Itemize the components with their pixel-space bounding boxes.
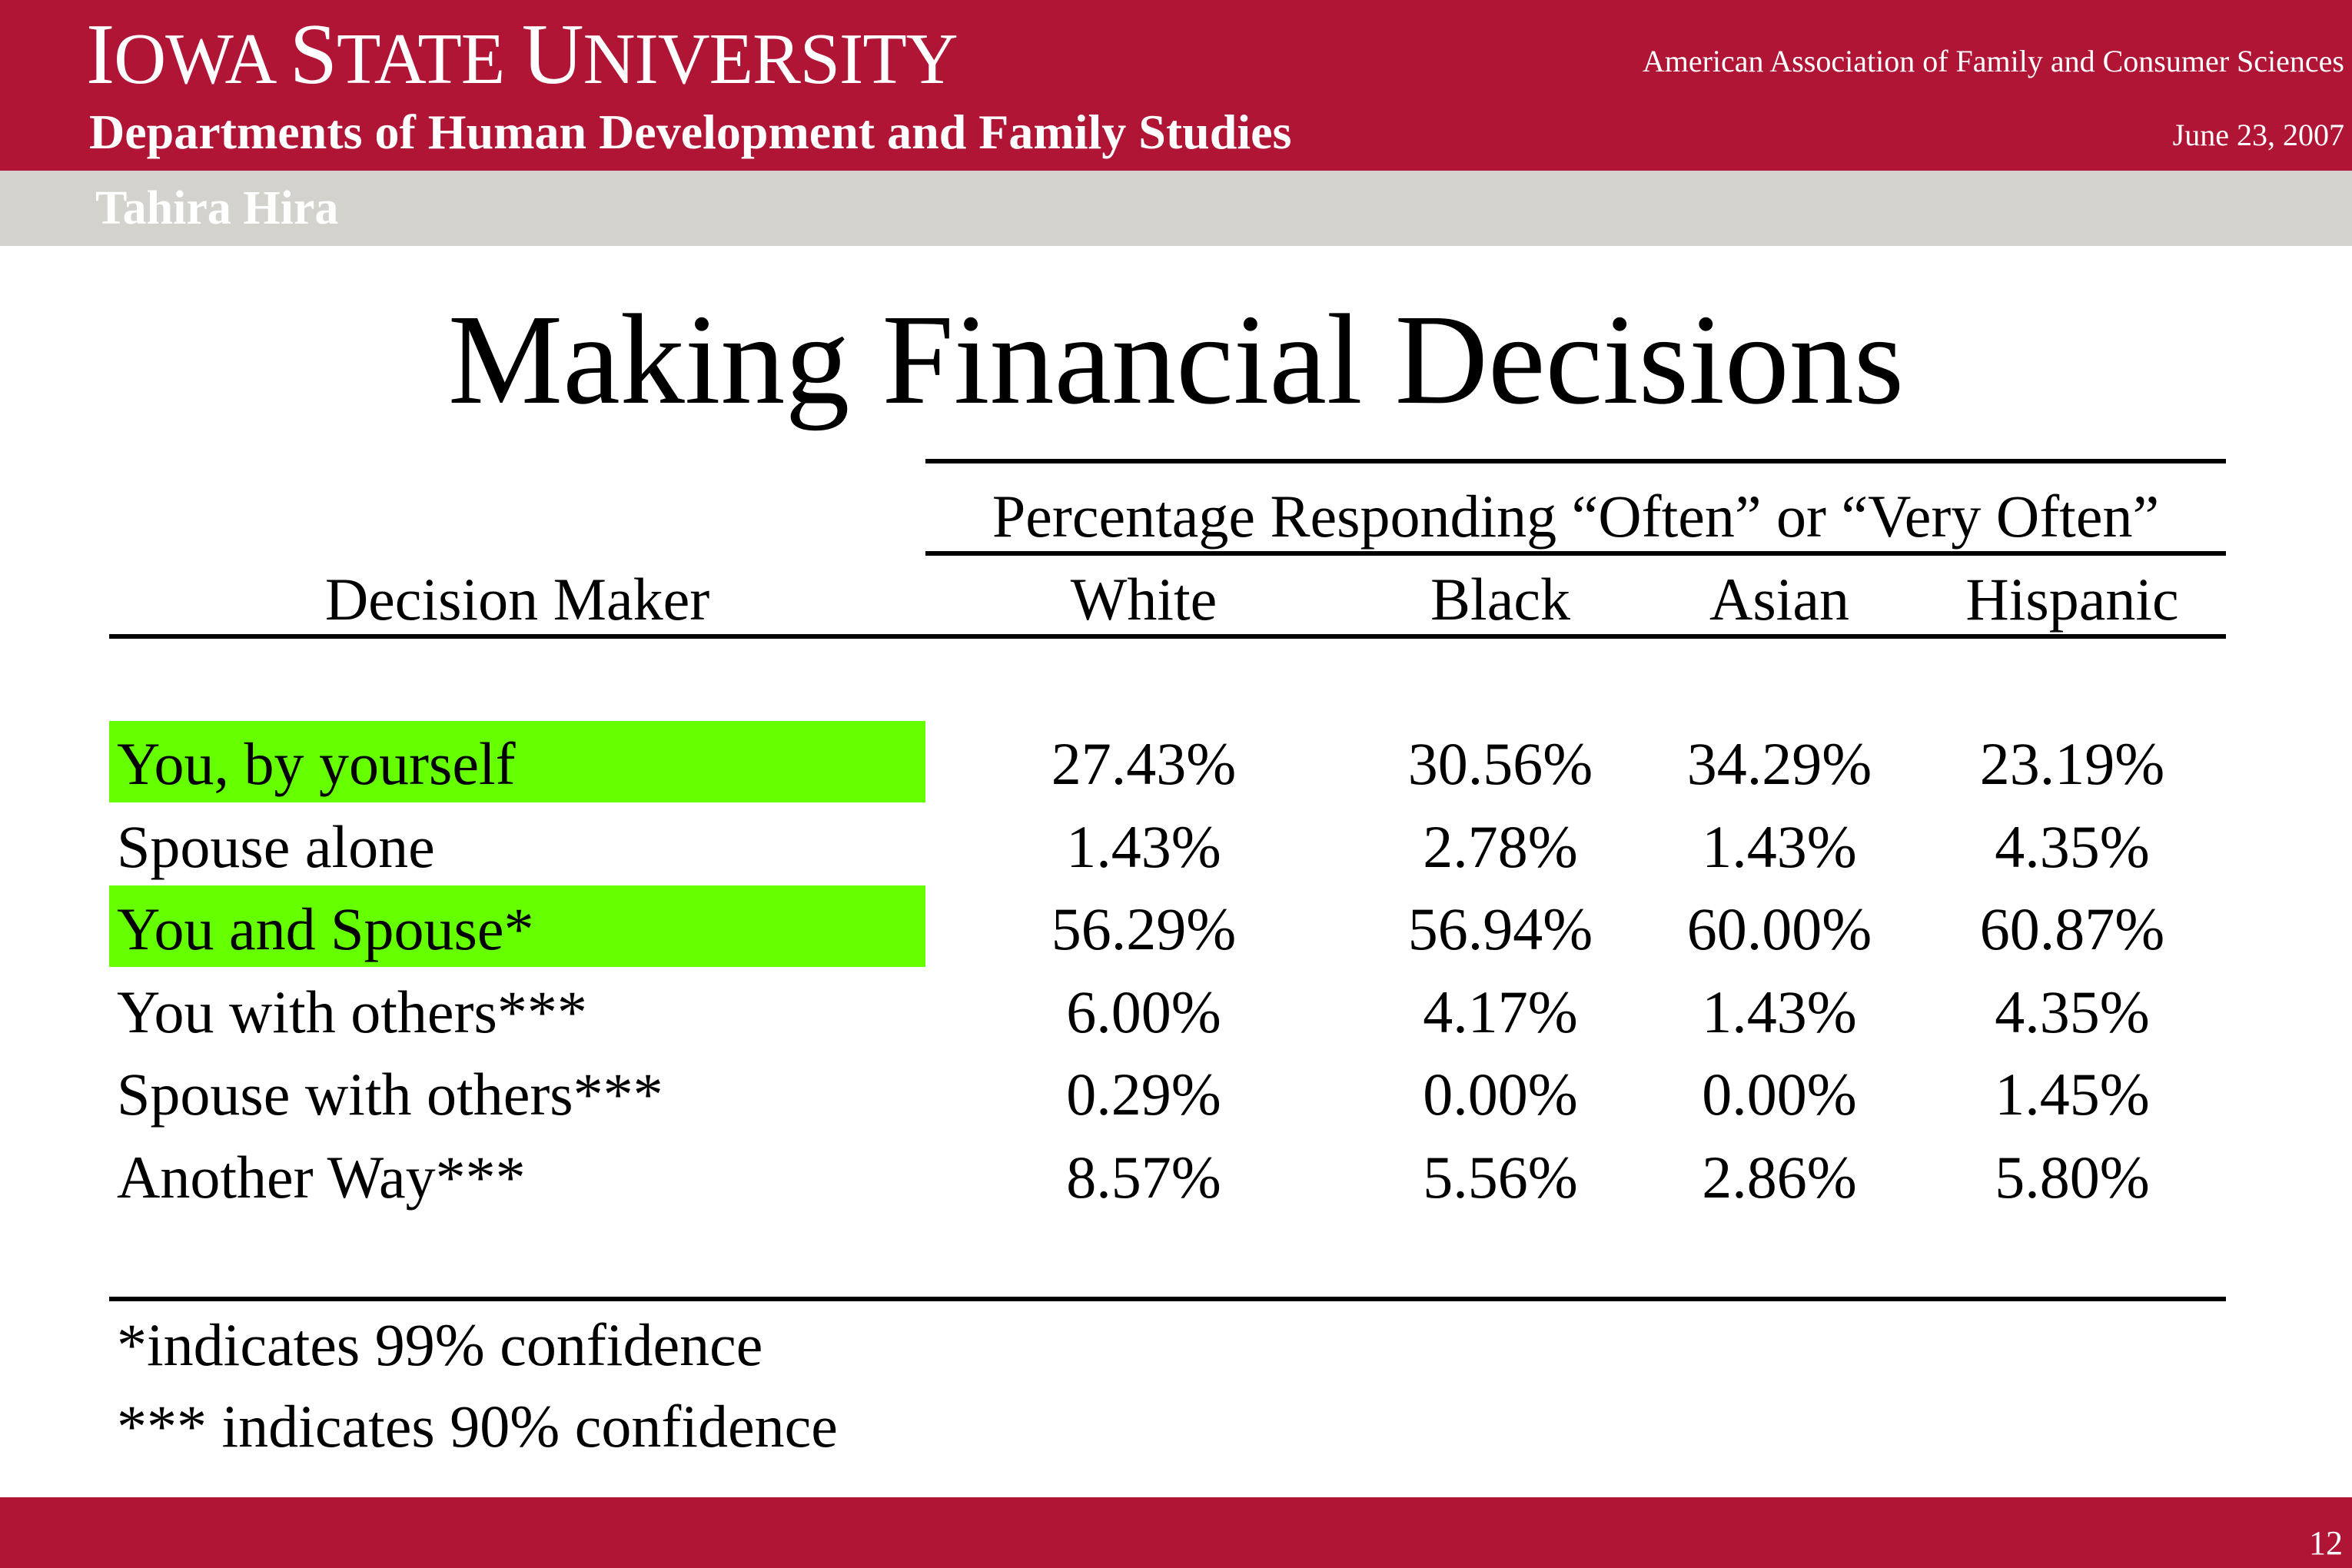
- cell-hispanic: 4.35%: [1995, 813, 2150, 880]
- presentation-date: June 23, 2007: [2172, 118, 2344, 152]
- cell-hispanic: 1.45%: [1995, 1061, 2150, 1128]
- cell-asian: 1.43%: [1702, 978, 1857, 1045]
- cell-white: 0.29%: [1066, 1061, 1221, 1128]
- row-label: Another Way***: [117, 1144, 526, 1211]
- header-bottom-rule: [109, 634, 2226, 639]
- row-header-decision-maker: Decision Maker: [324, 566, 710, 633]
- logotype-initial: I: [86, 7, 115, 102]
- row-label: You, by yourself: [117, 730, 516, 797]
- author-name: Tahira Hira: [95, 182, 339, 234]
- logotype-initial: U: [521, 7, 584, 102]
- logotype-text: NIVERSITY: [583, 19, 958, 99]
- row-label: Spouse alone: [117, 813, 435, 880]
- author-bar: Tahira Hira: [0, 171, 2352, 246]
- conference-name: American Association of Family and Consu…: [1642, 44, 2344, 78]
- university-logotype: IOWA STATE UNIVERSITY: [86, 9, 958, 105]
- table-top-rule: [925, 459, 2226, 463]
- department-name: Departments of Human Development and Fam…: [89, 105, 1292, 159]
- row-label: You and Spouse*: [117, 895, 534, 962]
- table-bottom-rule: [109, 1297, 2226, 1301]
- cell-hispanic: 5.80%: [1995, 1144, 2150, 1211]
- cell-hispanic: 60.87%: [1979, 895, 2165, 962]
- cell-asian: 1.43%: [1702, 813, 1857, 880]
- row-highlight-you-and-spouse: [109, 885, 925, 967]
- column-header-black: Black: [1430, 566, 1570, 633]
- cell-black: 0.00%: [1423, 1061, 1578, 1128]
- logotype-initial: S: [289, 7, 337, 102]
- cell-hispanic: 23.19%: [1979, 730, 2165, 797]
- cell-black: 56.94%: [1407, 895, 1593, 962]
- cell-white: 8.57%: [1066, 1144, 1221, 1211]
- cell-hispanic: 4.35%: [1995, 978, 2150, 1045]
- cell-white: 56.29%: [1051, 895, 1237, 962]
- cell-black: 4.17%: [1423, 978, 1578, 1045]
- cell-asian: 0.00%: [1702, 1061, 1857, 1128]
- logotype-text: OWA: [114, 19, 290, 99]
- cell-black: 5.56%: [1423, 1144, 1578, 1211]
- row-highlight-you-by-yourself: [109, 721, 925, 802]
- group-header: Percentage Responding “Often” or “Very O…: [992, 483, 2160, 550]
- page-number: 12: [2309, 1524, 2343, 1562]
- column-header-white: White: [1070, 566, 1218, 633]
- header-bar: IOWA STATE UNIVERSITY Departments of Hum…: [0, 0, 2352, 171]
- cell-asian: 2.86%: [1702, 1144, 1857, 1211]
- footnote-90-confidence: *** indicates 90% confidence: [117, 1393, 838, 1460]
- row-label: You with others***: [117, 978, 587, 1045]
- column-header-hispanic: Hispanic: [1965, 566, 2179, 633]
- cell-white: 6.00%: [1066, 978, 1221, 1045]
- footnote-99-confidence: *indicates 99% confidence: [117, 1311, 763, 1378]
- logotype-text: TATE: [336, 19, 522, 99]
- cell-white: 27.43%: [1051, 730, 1237, 797]
- cell-asian: 60.00%: [1686, 895, 1872, 962]
- cell-asian: 34.29%: [1686, 730, 1872, 797]
- column-header-asian: Asian: [1709, 566, 1849, 633]
- cell-white: 1.43%: [1066, 813, 1221, 880]
- row-label: Spouse with others***: [117, 1061, 663, 1128]
- cell-black: 2.78%: [1423, 813, 1578, 880]
- footer-bar: 12: [0, 1497, 2352, 1568]
- cell-black: 30.56%: [1407, 730, 1593, 797]
- slide-title: Making Financial Decisions: [447, 288, 1905, 431]
- group-header-rule: [925, 551, 2226, 556]
